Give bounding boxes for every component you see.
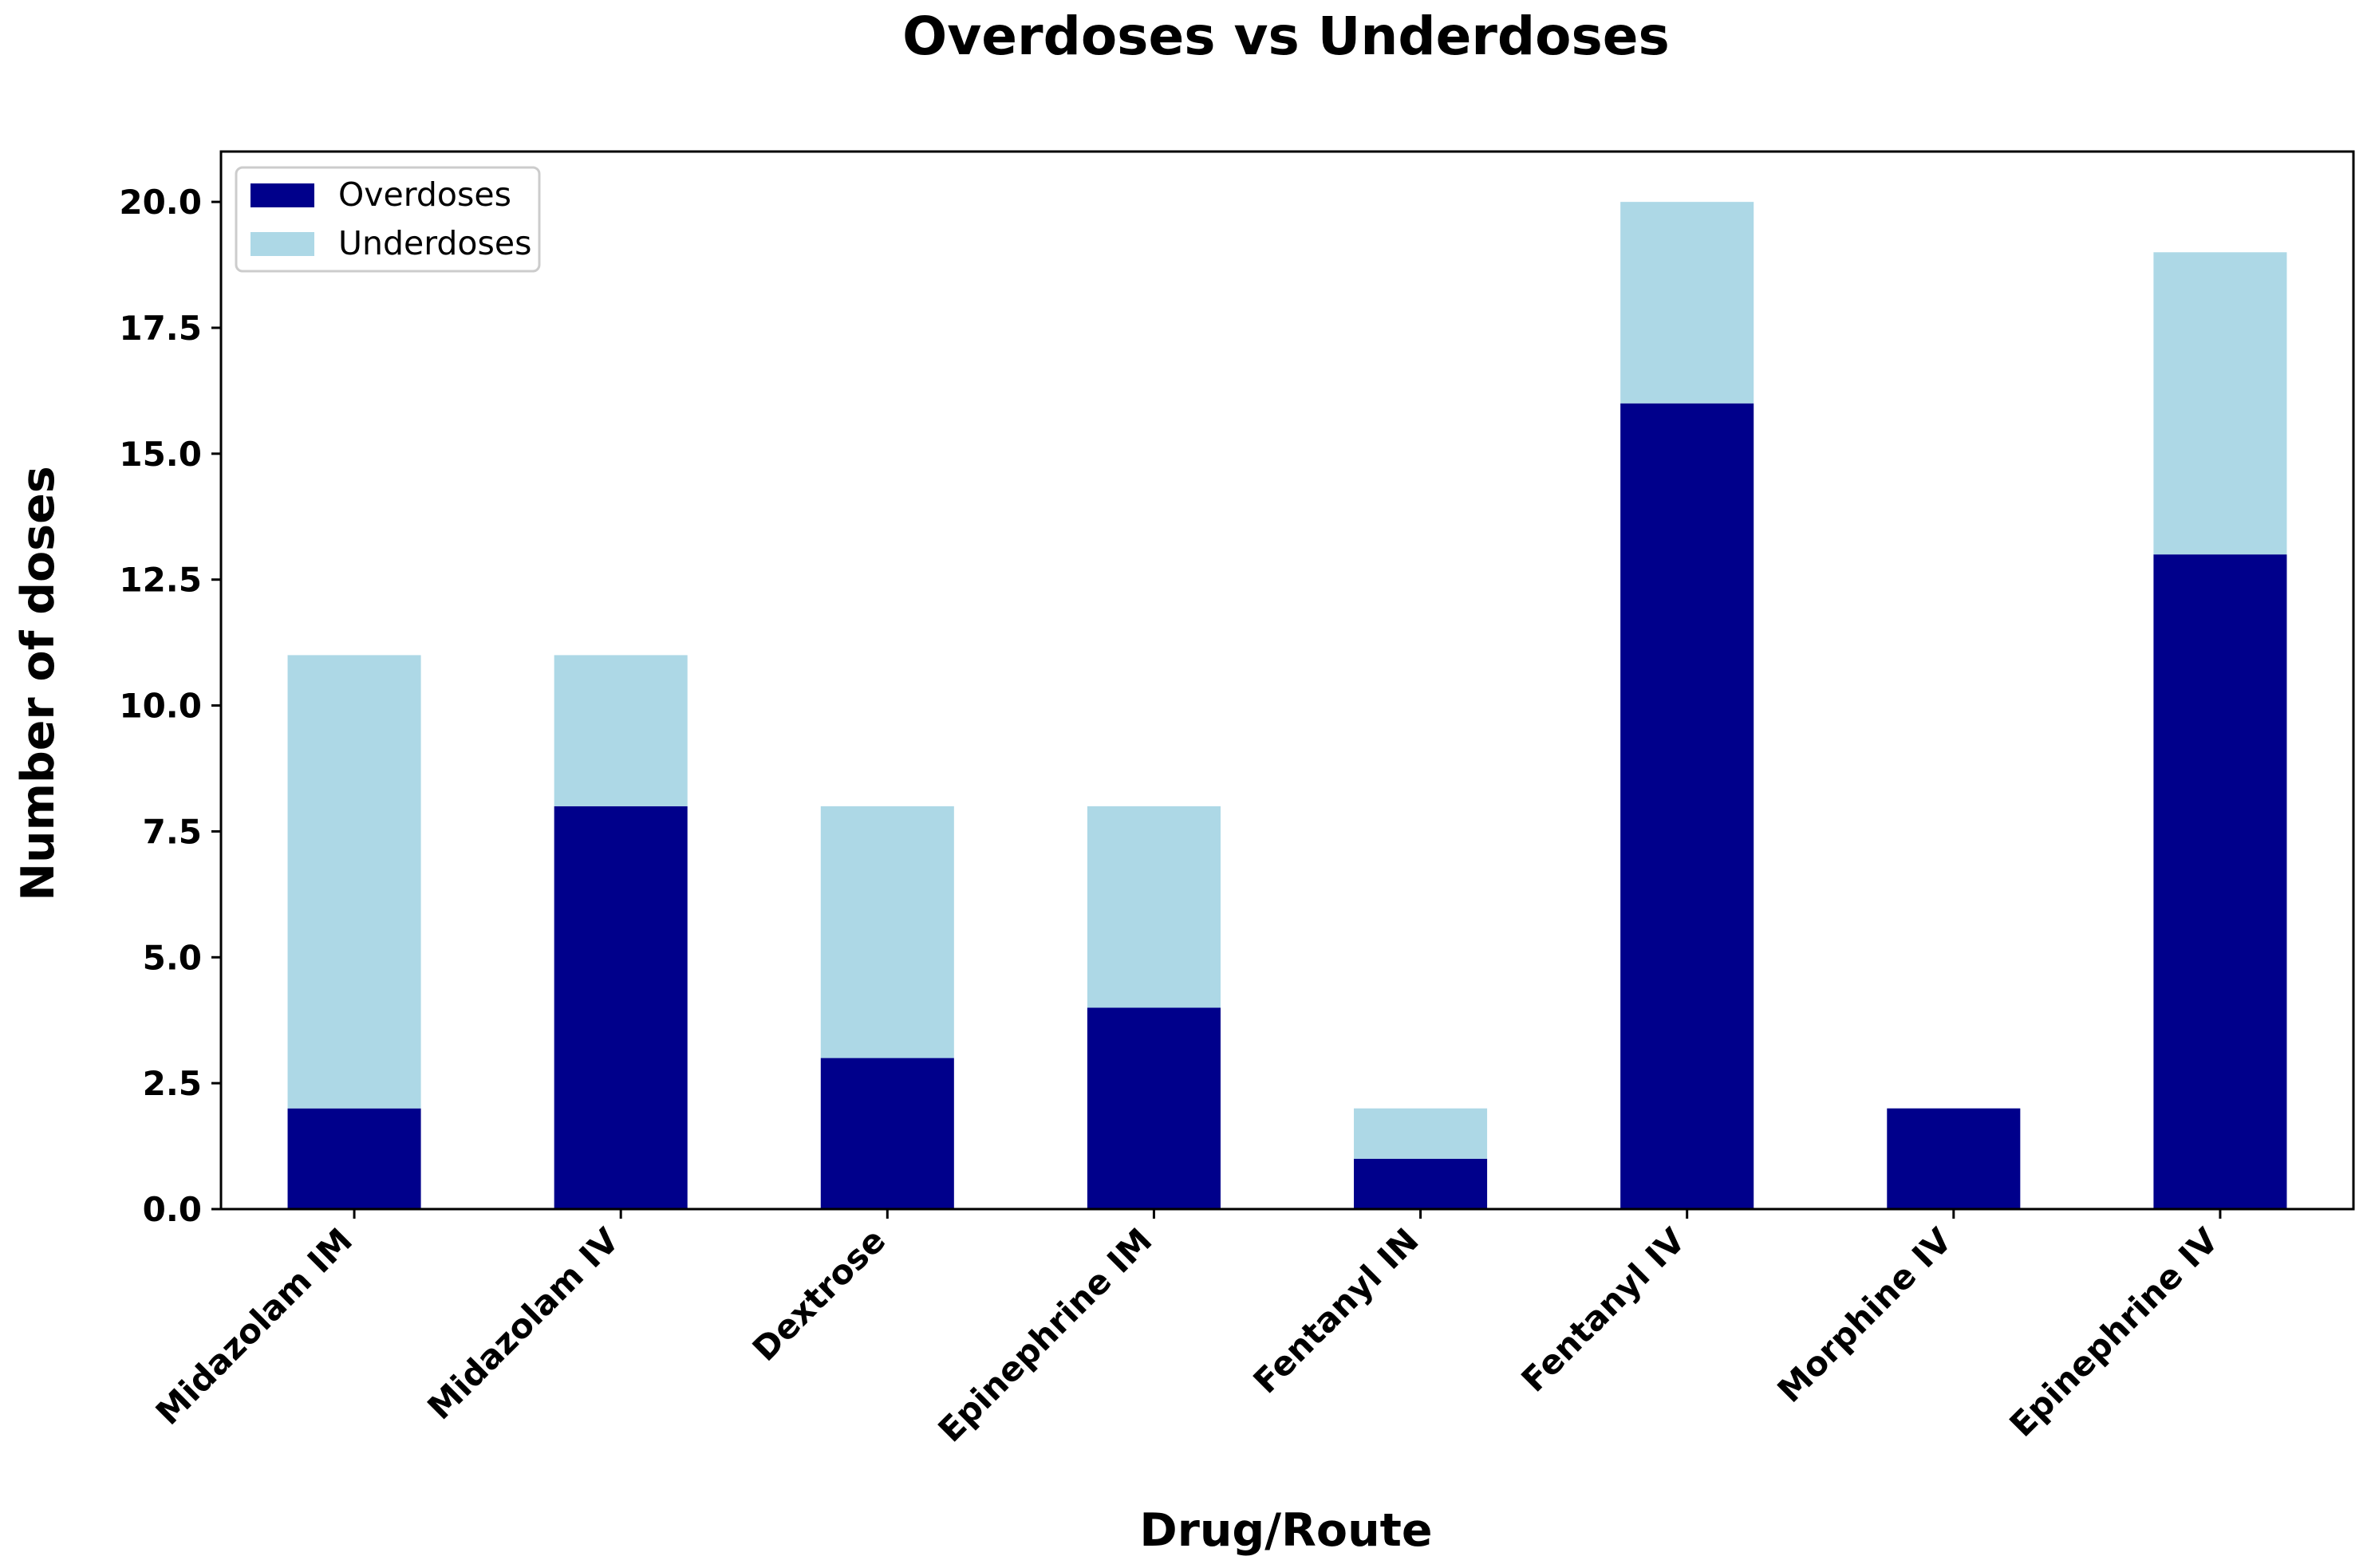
x-tick-label: Epinephrine IV (2002, 1220, 2226, 1444)
x-tick-label: Midazolam IV (420, 1220, 626, 1427)
x-tick-label: Fentanyl IN (1245, 1220, 1426, 1401)
bar-overdoses-dextrose (820, 1058, 954, 1209)
y-tick-label: 2.5 (143, 1064, 202, 1103)
legend: Overdoses Underdoses (235, 166, 541, 273)
y-tick-label: 7.5 (143, 812, 202, 851)
x-tick-label: Midazolam IM (148, 1220, 360, 1432)
x-tick-label: Fentanyl IV (1513, 1220, 1693, 1400)
y-tick-label: 17.5 (119, 309, 202, 348)
bar-overdoses-epinephrine-im (1087, 1007, 1221, 1209)
bar-underdoses-fentanyl-in (1354, 1108, 1488, 1159)
legend-label-underdoses: Underdoses (338, 224, 531, 262)
plot-area: 0.0 2.5 5.0 7.5 10.0 12.5 15.0 17.5 20.0 Midazola… (119, 150, 2355, 1450)
bar-underdoses-epinephrine-iv (2153, 252, 2287, 555)
axes-frame (219, 150, 2355, 1211)
legend-label-overdoses: Overdoses (338, 175, 511, 214)
chart-title: Overdoses vs Underdoses (902, 6, 1670, 67)
bar-underdoses-midazolam-im (287, 655, 421, 1109)
y-axis-label: Number of doses (12, 466, 65, 900)
legend-swatch-underdoses (251, 232, 314, 256)
bar-underdoses-dextrose (820, 806, 954, 1058)
bar-underdoses-fentanyl-iv (1620, 202, 1754, 404)
bar-underdoses-midazolam-iv (554, 655, 688, 806)
y-tick-label: 0.0 (143, 1190, 202, 1229)
bar-overdoses-morphine-iv (1887, 1108, 2021, 1209)
bar-overdoses-fentanyl-iv (1620, 403, 1754, 1209)
bar-underdoses-epinephrine-im (1087, 806, 1221, 1008)
bar-overdoses-midazolam-im (287, 1108, 421, 1209)
x-tick-label: Epinephrine IM (930, 1220, 1159, 1449)
y-tick-label: 15.0 (119, 435, 202, 474)
x-tick-label: Dextrose (745, 1220, 894, 1369)
y-tick-label: 10.0 (119, 687, 202, 726)
y-tick-label: 20.0 (119, 183, 202, 222)
x-axis-label: Drug/Route (1139, 1504, 1432, 1557)
bar-overdoses-epinephrine-iv (2153, 554, 2287, 1209)
legend-swatch-overdoses (251, 183, 314, 207)
bar-overdoses-fentanyl-in (1354, 1158, 1488, 1209)
bar-overdoses-midazolam-iv (554, 806, 688, 1209)
y-tick-label: 5.0 (143, 938, 202, 977)
x-tick-label: Morphine IV (1769, 1220, 1959, 1410)
y-tick-label: 12.5 (119, 561, 202, 600)
